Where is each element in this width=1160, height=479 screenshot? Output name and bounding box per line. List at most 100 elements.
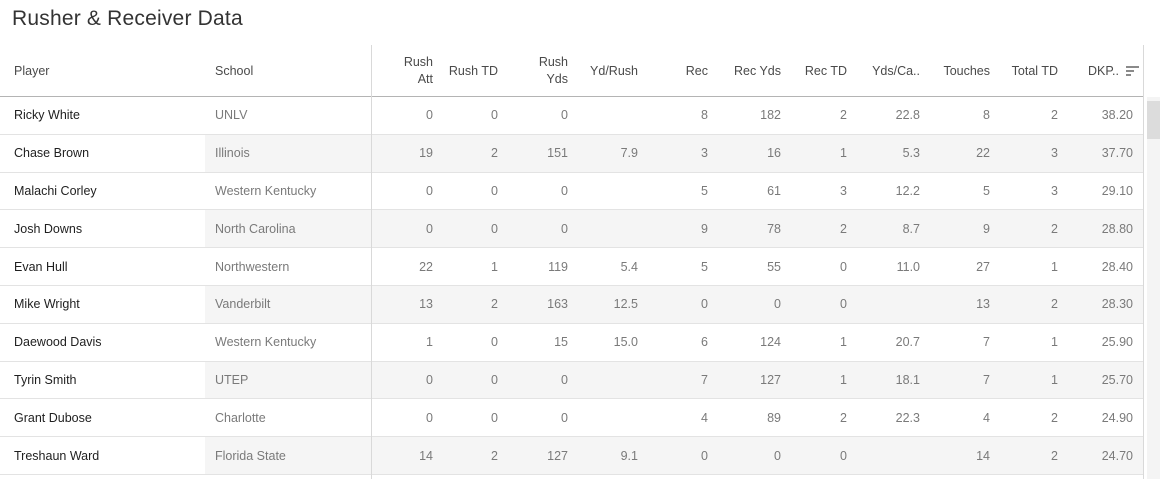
cell-rec-td[interactable]: 0 <box>791 285 857 323</box>
column-header-total-td[interactable]: Total TD <box>1011 63 1058 78</box>
cell-touches[interactable]: 13 <box>930 285 1000 323</box>
cell-dkp[interactable]: 29.10 <box>1101 183 1133 198</box>
cell-total-td[interactable]: 2 <box>1051 410 1058 425</box>
cell-rec[interactable]: 3 <box>648 134 718 172</box>
cell-rush-att[interactable]: 0 <box>371 361 443 399</box>
cell-school[interactable]: Vanderbilt <box>205 285 371 323</box>
cell-total-td[interactable]: 1 <box>1051 335 1058 350</box>
cell-rush-td[interactable]: 0 <box>491 335 498 350</box>
cell-rec-td[interactable]: 0 <box>791 437 857 474</box>
cell-yds-per-catch[interactable] <box>857 285 930 323</box>
cell-school[interactable]: UNLV <box>215 108 248 123</box>
cell-rush-att[interactable]: 13 <box>371 285 443 323</box>
cell-rec[interactable]: 5 <box>701 259 708 274</box>
cell-school[interactable]: Charlotte <box>215 410 266 425</box>
column-header-player[interactable]: Player <box>14 63 50 78</box>
sort-descending-icon[interactable] <box>1126 65 1139 77</box>
cell-rush-td[interactable]: 0 <box>491 108 498 123</box>
cell-rush-td[interactable]: 2 <box>443 437 508 474</box>
cell-player[interactable]: Treshaun Ward <box>14 448 100 463</box>
cell-rec-yds[interactable]: 0 <box>718 285 791 323</box>
column-header-touches[interactable]: Touches <box>943 63 990 78</box>
cell-rush-yds[interactable]: 0 <box>561 410 568 425</box>
cell-dkp[interactable]: 24.70 <box>1068 437 1143 474</box>
cell-school[interactable]: Northwestern <box>215 259 290 274</box>
cell-yd-per-rush[interactable] <box>578 173 648 210</box>
cell-rec-td[interactable]: 2 <box>791 210 857 248</box>
cell-player[interactable]: Grant Dubose <box>14 410 92 425</box>
cell-yd-per-rush[interactable] <box>578 361 648 399</box>
cell-player[interactable]: Mike Wright <box>14 297 80 312</box>
cell-rush-att[interactable]: 0 <box>426 410 433 425</box>
cell-rush-yds[interactable]: 119 <box>548 259 568 274</box>
cell-dkp[interactable]: 25.90 <box>1101 335 1133 350</box>
scrollbar-thumb[interactable] <box>1147 101 1160 139</box>
cell-player[interactable]: Chase Brown <box>14 146 90 161</box>
column-header-rush-yds[interactable]: Rush Yds <box>538 55 568 86</box>
cell-school[interactable]: Illinois <box>205 134 371 172</box>
cell-rec[interactable]: 0 <box>648 437 718 474</box>
cell-rush-att[interactable]: 22 <box>419 259 433 274</box>
cell-rec-td[interactable]: 3 <box>840 183 847 198</box>
cell-dkp[interactable]: 24.90 <box>1101 410 1133 425</box>
cell-yds-per-catch[interactable]: 5.3 <box>857 134 930 172</box>
cell-school[interactable]: UTEP <box>205 361 371 399</box>
cell-player[interactable]: Ricky White <box>14 108 80 123</box>
cell-yds-per-catch[interactable]: 12.2 <box>895 183 920 198</box>
cell-rush-td[interactable]: 2 <box>443 134 508 172</box>
cell-touches[interactable]: 8 <box>983 108 990 123</box>
cell-yd-per-rush[interactable] <box>578 399 648 436</box>
cell-total-td[interactable]: 3 <box>1000 134 1068 172</box>
cell-rec[interactable]: 7 <box>648 361 718 399</box>
column-header-yd-per-rush[interactable]: Yd/Rush <box>590 63 638 78</box>
cell-yd-per-rush[interactable]: 15.0 <box>613 335 638 350</box>
cell-dkp[interactable]: 28.80 <box>1068 210 1143 248</box>
cell-total-td[interactable]: 2 <box>1051 108 1058 123</box>
cell-touches[interactable]: 5 <box>983 183 990 198</box>
cell-school[interactable]: Western Kentucky <box>215 183 317 198</box>
cell-dkp[interactable]: 37.70 <box>1068 134 1143 172</box>
column-header-rec[interactable]: Rec <box>685 63 708 78</box>
cell-yds-per-catch[interactable]: 18.1 <box>857 361 930 399</box>
cell-total-td[interactable]: 1 <box>1000 361 1068 399</box>
cell-rec[interactable]: 9 <box>648 210 718 248</box>
cell-rush-att[interactable]: 0 <box>426 183 433 198</box>
cell-rush-yds[interactable]: 15 <box>554 335 568 350</box>
cell-yds-per-catch[interactable]: 20.7 <box>895 335 920 350</box>
vertical-scrollbar[interactable] <box>1147 97 1160 479</box>
cell-rush-td[interactable]: 2 <box>443 285 508 323</box>
column-header-rec-td[interactable]: Rec TD <box>804 63 847 78</box>
cell-player[interactable]: Daewood Davis <box>14 335 102 350</box>
cell-rec[interactable]: 8 <box>701 108 708 123</box>
cell-rush-td[interactable]: 1 <box>491 259 498 274</box>
cell-dkp[interactable]: 38.20 <box>1101 108 1133 123</box>
cell-yd-per-rush[interactable] <box>578 210 648 248</box>
cell-yds-per-catch[interactable]: 22.8 <box>895 108 920 123</box>
cell-touches[interactable]: 14 <box>930 437 1000 474</box>
cell-rec[interactable]: 0 <box>648 285 718 323</box>
cell-rec-td[interactable]: 1 <box>791 134 857 172</box>
cell-touches[interactable]: 27 <box>976 259 990 274</box>
cell-rec-td[interactable]: 2 <box>840 410 847 425</box>
cell-yds-per-catch[interactable] <box>857 437 930 474</box>
cell-rec-yds[interactable]: 55 <box>767 259 781 274</box>
cell-yd-per-rush[interactable]: 7.9 <box>578 134 648 172</box>
cell-rec-yds[interactable]: 127 <box>718 361 791 399</box>
column-header-dkp[interactable]: DKP.. <box>1068 45 1143 97</box>
cell-total-td[interactable]: 2 <box>1000 437 1068 474</box>
cell-total-td[interactable]: 3 <box>1051 183 1058 198</box>
cell-dkp[interactable]: 28.40 <box>1101 259 1133 274</box>
cell-rush-yds[interactable]: 127 <box>508 437 578 474</box>
cell-dkp[interactable]: 25.70 <box>1068 361 1143 399</box>
cell-rec-td[interactable]: 2 <box>840 108 847 123</box>
cell-rec-td[interactable]: 1 <box>791 361 857 399</box>
cell-yds-per-catch[interactable]: 22.3 <box>895 410 920 425</box>
cell-player[interactable]: Malachi Corley <box>14 183 97 198</box>
cell-rec-yds[interactable]: 61 <box>767 183 781 198</box>
column-header-rush-att[interactable]: Rush Att <box>403 55 433 86</box>
cell-player[interactable]: Josh Downs <box>14 221 83 236</box>
cell-rush-td[interactable]: 0 <box>443 210 508 248</box>
cell-rec-yds[interactable]: 78 <box>718 210 791 248</box>
cell-total-td[interactable]: 1 <box>1051 259 1058 274</box>
cell-yd-per-rush[interactable]: 9.1 <box>578 437 648 474</box>
